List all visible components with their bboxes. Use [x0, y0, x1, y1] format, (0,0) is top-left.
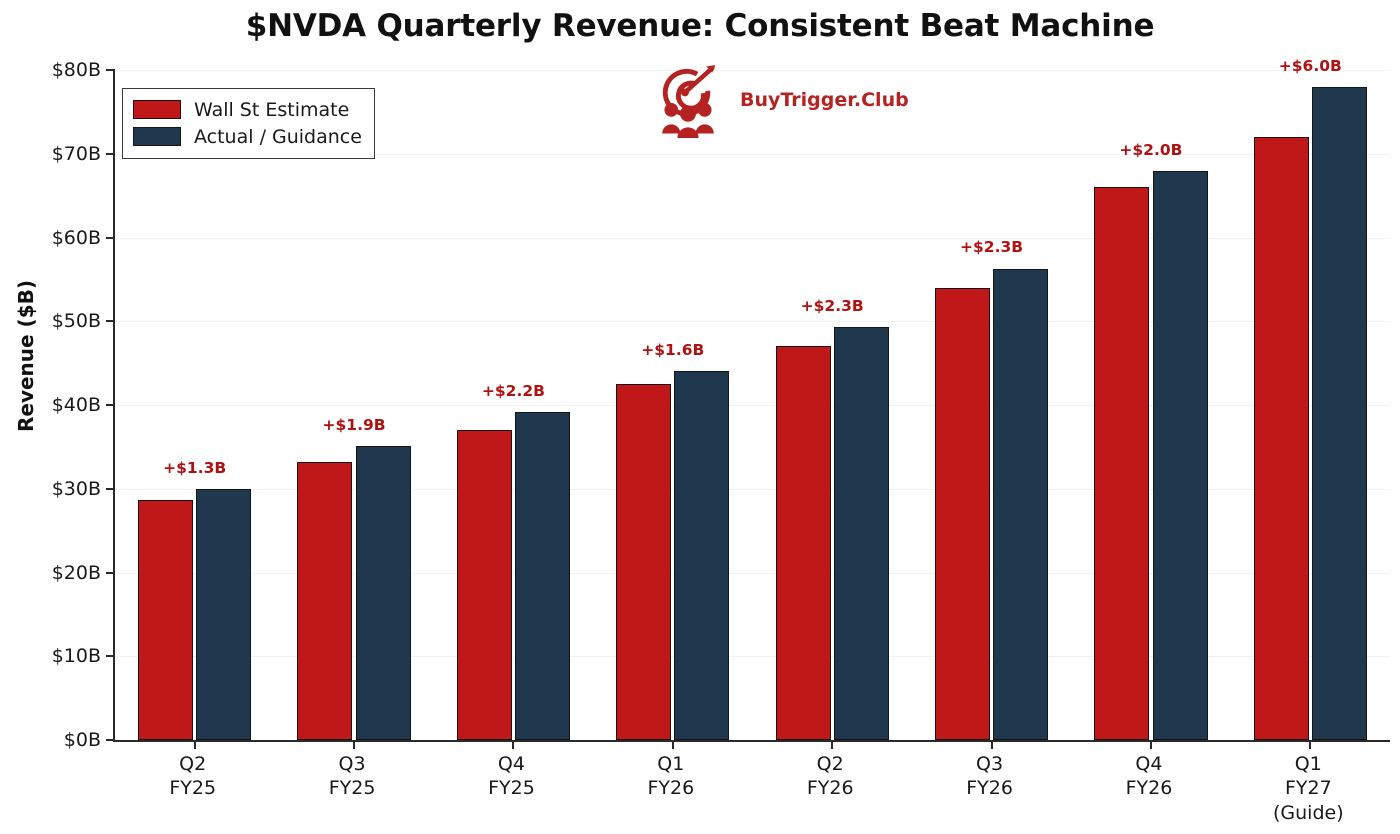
bar-wall-st-estimate[interactable]	[775, 346, 831, 740]
beat-annotation: +$6.0B	[1278, 56, 1342, 75]
x-axis-tick-label: Q2 FY26	[806, 753, 854, 800]
legend-swatch-actual	[133, 127, 181, 146]
y-axis-tick-label: $0B	[63, 729, 101, 751]
watermark: BuyTrigger.Club	[650, 62, 909, 138]
x-axis-tick-label: Q4 FY25	[488, 753, 535, 800]
bar-wall-st-estimate[interactable]	[616, 384, 672, 740]
bar-wall-st-estimate[interactable]	[138, 499, 194, 740]
x-axis-tick-mark	[831, 740, 834, 749]
bar-actual-guidance[interactable]	[674, 370, 730, 740]
legend-label-estimate: Wall St Estimate	[194, 98, 350, 121]
bar-actual-guidance[interactable]	[993, 268, 1049, 740]
y-axis-tick-label: $40B	[51, 394, 101, 416]
y-axis-tick-mark	[106, 571, 115, 574]
x-axis-tick-mark	[990, 740, 993, 749]
gridline	[115, 656, 1390, 658]
y-axis-tick-label: $70B	[51, 142, 101, 165]
legend-swatch-estimate	[133, 100, 181, 119]
x-axis-tick-label: Q3 FY25	[328, 753, 376, 800]
x-axis-tick-mark	[353, 740, 356, 749]
legend-item-estimate[interactable]: Wall St Estimate	[133, 96, 362, 123]
beat-annotation: +$2.0B	[1119, 140, 1183, 159]
bar-wall-st-estimate[interactable]	[934, 287, 990, 740]
x-axis-tick-mark	[671, 740, 674, 749]
gridline	[115, 405, 1390, 406]
x-axis-tick-label: Q1 FY26	[647, 753, 695, 800]
x-axis-tick-label: Q4 FY26	[1125, 753, 1173, 800]
x-axis-tick-label: Q1 FY27 (Guide)	[1273, 753, 1344, 824]
y-axis-tick-mark	[106, 655, 115, 658]
x-axis-tick-mark	[193, 740, 196, 749]
gridline	[115, 237, 1390, 239]
y-axis-tick-mark	[106, 739, 115, 741]
y-axis-tick-label: $60B	[51, 226, 101, 249]
bar-wall-st-estimate[interactable]	[297, 461, 353, 740]
y-axis-tick-label: $50B	[51, 310, 101, 333]
gridline	[115, 70, 1390, 71]
bar-wall-st-estimate[interactable]	[1094, 187, 1150, 740]
y-axis-tick-mark	[106, 236, 115, 239]
gridline	[115, 488, 1390, 490]
bar-actual-guidance[interactable]	[196, 488, 252, 740]
x-axis-tick-mark	[1309, 740, 1312, 749]
x-axis-tick-label: Q2 FY25	[169, 753, 217, 800]
y-axis-tick-mark	[106, 152, 115, 155]
watermark-text: BuyTrigger.Club	[740, 89, 909, 111]
legend-item-actual[interactable]: Actual / Guidance	[133, 123, 362, 150]
beat-annotation: +$1.6B	[641, 340, 705, 359]
bar-actual-guidance[interactable]	[515, 411, 571, 740]
y-axis-label: Revenue ($B)	[14, 280, 38, 433]
beat-annotation: +$1.3B	[163, 458, 227, 477]
gridline	[115, 153, 1390, 155]
bar-wall-st-estimate[interactable]	[456, 430, 512, 740]
chart-title: $NVDA Quarterly Revenue: Consistent Beat…	[245, 8, 1155, 44]
beat-annotation: +$2.3B	[960, 238, 1024, 257]
beat-annotation: +$2.2B	[481, 381, 545, 400]
target-arrow-people-icon	[662, 65, 716, 138]
bar-wall-st-estimate[interactable]	[1253, 137, 1309, 740]
bar-actual-guidance[interactable]	[355, 446, 411, 740]
x-axis-tick-mark	[1149, 740, 1152, 749]
y-axis-tick-mark	[106, 487, 115, 490]
bar-actual-guidance[interactable]	[1311, 86, 1367, 740]
y-axis-tick-label: $80B	[51, 59, 101, 81]
y-axis-tick-label: $20B	[51, 561, 101, 584]
y-axis-tick-label: $30B	[51, 477, 101, 500]
y-axis-tick-mark	[106, 404, 115, 406]
beat-annotation: +$2.3B	[800, 297, 864, 316]
plot-area: $0B $10B $20B $30B $40B $50B $60B $70B $80B +$1.3…	[52, 57, 1390, 751]
x-axis-tick-label: Q3 FY26	[966, 753, 1013, 800]
bar-actual-guidance[interactable]	[833, 327, 889, 740]
gridline	[115, 321, 1390, 323]
y-axis-tick-label: $10B	[51, 645, 101, 668]
legend-label-actual: Actual / Guidance	[194, 125, 362, 148]
bar-actual-guidance[interactable]	[1152, 170, 1208, 740]
gridline	[115, 572, 1390, 574]
beat-annotation: +$1.9B	[322, 416, 386, 435]
y-axis-tick-mark	[106, 320, 115, 323]
x-axis-tick-mark	[512, 740, 515, 749]
chart-legend: Wall St Estimate Actual / Guidance	[122, 88, 375, 159]
y-axis-tick-mark	[106, 69, 115, 71]
